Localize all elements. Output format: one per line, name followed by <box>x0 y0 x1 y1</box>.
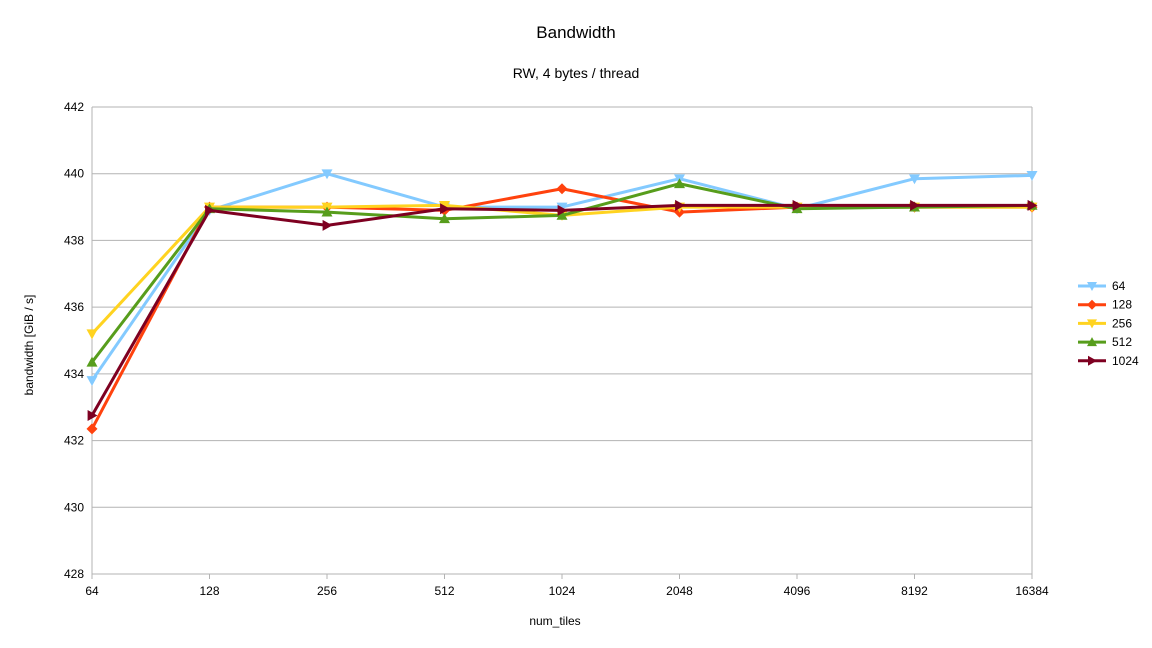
chart-title: Bandwidth <box>536 23 615 42</box>
series-point-1024 <box>910 199 920 211</box>
series-point-1024 <box>440 203 450 215</box>
y-axis-label: bandwidth [GiB / s] <box>22 295 36 396</box>
x-tick-label: 8192 <box>901 584 928 598</box>
series-point-128 <box>556 183 568 195</box>
y-tick-label: 438 <box>64 233 84 247</box>
series-point-64 <box>321 169 333 180</box>
y-tick-label: 430 <box>64 500 84 514</box>
series-point-512 <box>439 213 450 224</box>
x-tick-label: 512 <box>434 584 454 598</box>
axes: 428 430 432 434 436 438 440 442 64 128 256 512 1024 2… <box>64 100 1049 598</box>
legend-label-256: 256 <box>1112 316 1132 330</box>
y-tick-label: 442 <box>64 100 84 114</box>
series-point-128 <box>86 423 98 435</box>
series-point-64 <box>86 376 98 387</box>
legend-marker-512 <box>1087 337 1097 347</box>
series-group <box>86 169 1038 435</box>
y-tick-label: 432 <box>64 434 84 448</box>
y-tick-label: 436 <box>64 300 84 314</box>
legend-marker-256 <box>1087 319 1097 329</box>
series-point-64 <box>1026 170 1038 181</box>
series-line-1024 <box>90 203 1032 417</box>
series-point-1024 <box>205 204 215 216</box>
y-tick-label: 428 <box>64 567 84 581</box>
x-tick-label: 256 <box>317 584 337 598</box>
series-point-512 <box>556 209 568 220</box>
series-point-1024 <box>87 410 98 422</box>
series-point-1024 <box>675 199 685 211</box>
series-point-1024 <box>557 204 568 216</box>
legend-label-64: 64 <box>1112 279 1126 293</box>
series-point-512 <box>86 356 98 367</box>
series-line-256 <box>90 203 1032 335</box>
legend-label-128: 128 <box>1112 298 1132 312</box>
legend-marker-128 <box>1087 299 1097 310</box>
x-tick-label: 16384 <box>1015 584 1049 598</box>
y-tick-label: 434 <box>64 367 84 381</box>
series-point-512 <box>674 178 685 189</box>
series-point-256 <box>86 329 98 340</box>
legend-label-1024: 1024 <box>1112 354 1139 368</box>
y-tick-label: 440 <box>64 167 84 181</box>
series-point-64 <box>909 174 920 185</box>
chart-subtitle: RW, 4 bytes / thread <box>513 65 640 81</box>
x-tick-label: 64 <box>85 584 99 598</box>
x-tick-label: 2048 <box>666 584 693 598</box>
x-axis-label: num_tiles <box>529 614 580 628</box>
legend-label-512: 512 <box>1112 335 1132 349</box>
x-tick-label: 4096 <box>784 584 811 598</box>
legend: 64 128 256 512 1024 <box>1078 279 1139 368</box>
gridlines <box>92 106 1032 575</box>
series-point-1024 <box>1027 199 1038 211</box>
x-tick-label: 1024 <box>549 584 576 598</box>
series-point-1024 <box>322 219 333 231</box>
legend-marker-64 <box>1087 282 1097 291</box>
legend-marker-1024 <box>1088 355 1097 366</box>
x-tick-label: 128 <box>199 584 219 598</box>
series-point-1024 <box>792 199 803 211</box>
series-point-512 <box>321 206 333 217</box>
series-line-128 <box>90 187 1032 430</box>
